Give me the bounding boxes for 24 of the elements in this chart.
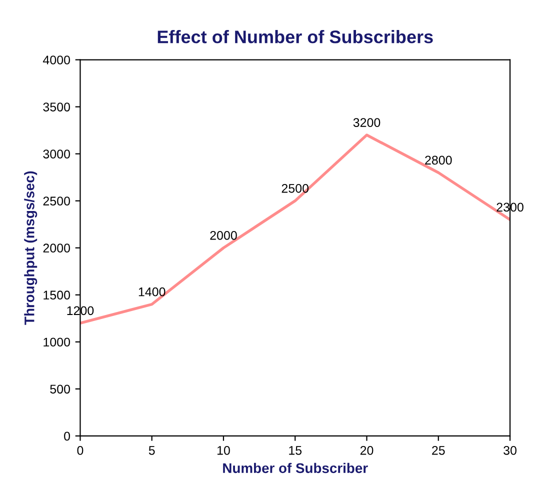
y-tick-label: 3500 (43, 102, 70, 112)
data-label: 3200 (353, 118, 380, 127)
x-tick-label: 30 (504, 446, 516, 455)
x-tick-label: 20 (360, 446, 374, 455)
y-tick-label: 4000 (42, 56, 70, 64)
chart-title: Effect of Number of Subscribers (158, 30, 433, 44)
x-axis-title: Number of Subscriber (223, 462, 368, 474)
data-label: 2000 (210, 230, 237, 240)
data-label: 1400 (138, 287, 166, 296)
x-tick-label: 5 (148, 446, 155, 455)
x-tick-label: 25 (432, 446, 445, 455)
y-tick-label: 0 (64, 432, 70, 441)
x-tick-label: 10 (217, 446, 230, 455)
y-axis-title: Throughput (msgs/sec) (24, 171, 38, 325)
y-tick-label: 3000 (43, 150, 70, 158)
y-tick-label: 2500 (43, 196, 70, 206)
data-label: 2500 (282, 184, 309, 193)
y-tick-label: 1500 (44, 290, 70, 300)
x-tick-label: 0 (77, 446, 84, 455)
x-tick-label: 15 (289, 446, 302, 455)
y-tick-label: 2000 (43, 244, 70, 253)
y-tick-label: 500 (50, 384, 70, 394)
data-label: 2800 (425, 156, 452, 165)
y-tick-label: 1000 (44, 338, 70, 347)
